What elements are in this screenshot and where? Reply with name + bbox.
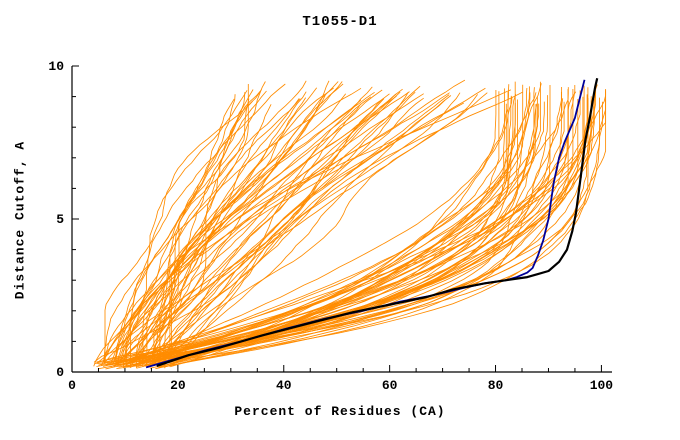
ensemble-curve <box>162 98 300 365</box>
ensemble-curve <box>122 103 362 369</box>
model-black-curve <box>156 77 599 367</box>
ensemble-curve <box>116 81 541 363</box>
ensemble-curve <box>163 96 538 364</box>
x-tick-label: 0 <box>68 378 76 393</box>
ensemble-curve <box>115 98 235 365</box>
ensemble-curve <box>164 99 446 362</box>
ensemble-curve <box>136 86 530 368</box>
ensemble-curve <box>154 84 249 364</box>
ensemble-curve <box>162 98 564 368</box>
ensemble-curve <box>155 89 574 370</box>
ensemble-curve <box>110 99 518 366</box>
ensemble-curve <box>151 90 497 362</box>
ensemble-curve <box>97 101 603 365</box>
ensemble-curve <box>126 85 585 367</box>
ensemble-curve <box>161 86 373 367</box>
ensemble-curve <box>115 93 424 365</box>
ensemble-curve <box>102 101 565 367</box>
x-tick-label: 20 <box>170 378 186 393</box>
ensemble-curve <box>151 94 236 366</box>
ensemble-curve <box>105 95 326 362</box>
ensemble-curve <box>159 81 516 368</box>
chart-title: T1055-D1 <box>302 14 378 30</box>
ensemble-curve <box>135 92 450 369</box>
x-tick-label: 60 <box>382 378 398 393</box>
ensemble-curve <box>149 93 397 365</box>
ensemble-curve <box>169 92 531 363</box>
ensemble-curve <box>153 95 452 366</box>
ensemble-curve <box>103 81 266 364</box>
x-axis-label: Percent of Residues (CA) <box>234 404 446 419</box>
ensemble-curve <box>113 92 488 368</box>
ensemble-curve <box>125 89 254 363</box>
ensemble-curve <box>164 94 450 366</box>
x-tick-label: 100 <box>590 378 614 393</box>
y-axis-label: Distance Cutoff, A <box>12 140 28 300</box>
ensemble-curve <box>93 92 461 363</box>
ensemble-curve <box>112 83 286 364</box>
ensemble-curve <box>110 98 301 365</box>
ensemble-curve <box>139 98 589 363</box>
ensemble-curve <box>125 97 424 366</box>
ensemble-curve <box>146 91 375 366</box>
ensemble-curve <box>132 96 584 363</box>
ensemble-curve <box>104 91 261 364</box>
ensemble-curve <box>120 90 248 363</box>
ensemble-curve <box>167 98 384 364</box>
ensemble-curve <box>151 94 478 364</box>
ensemble-curve <box>126 84 510 365</box>
ensemble-curve <box>138 81 343 366</box>
ensemble-curve <box>156 99 579 362</box>
x-tick-label: 80 <box>488 378 504 393</box>
ensemble-curve <box>102 84 598 366</box>
ensemble-curve <box>123 87 528 363</box>
ensemble-curve <box>164 102 465 364</box>
ensemble-curve <box>131 91 409 365</box>
ensemble-curve <box>169 91 500 368</box>
x-tick-label: 40 <box>276 378 292 393</box>
ensemble-curve <box>149 95 549 369</box>
ensemble-curve <box>172 91 416 366</box>
ensemble-curve <box>135 87 334 362</box>
ensemble-curve <box>103 87 362 362</box>
ensemble-curve <box>122 91 523 363</box>
y-tick-label: 5 <box>56 212 64 227</box>
ensemble-curves <box>93 79 607 370</box>
ensemble-curve <box>138 93 347 364</box>
ensemble-curve <box>117 87 318 367</box>
ensemble-curve <box>94 94 517 365</box>
y-tick-label: 0 <box>56 365 64 380</box>
ensemble-curve <box>146 90 581 367</box>
y-tick-label: 10 <box>48 59 64 74</box>
